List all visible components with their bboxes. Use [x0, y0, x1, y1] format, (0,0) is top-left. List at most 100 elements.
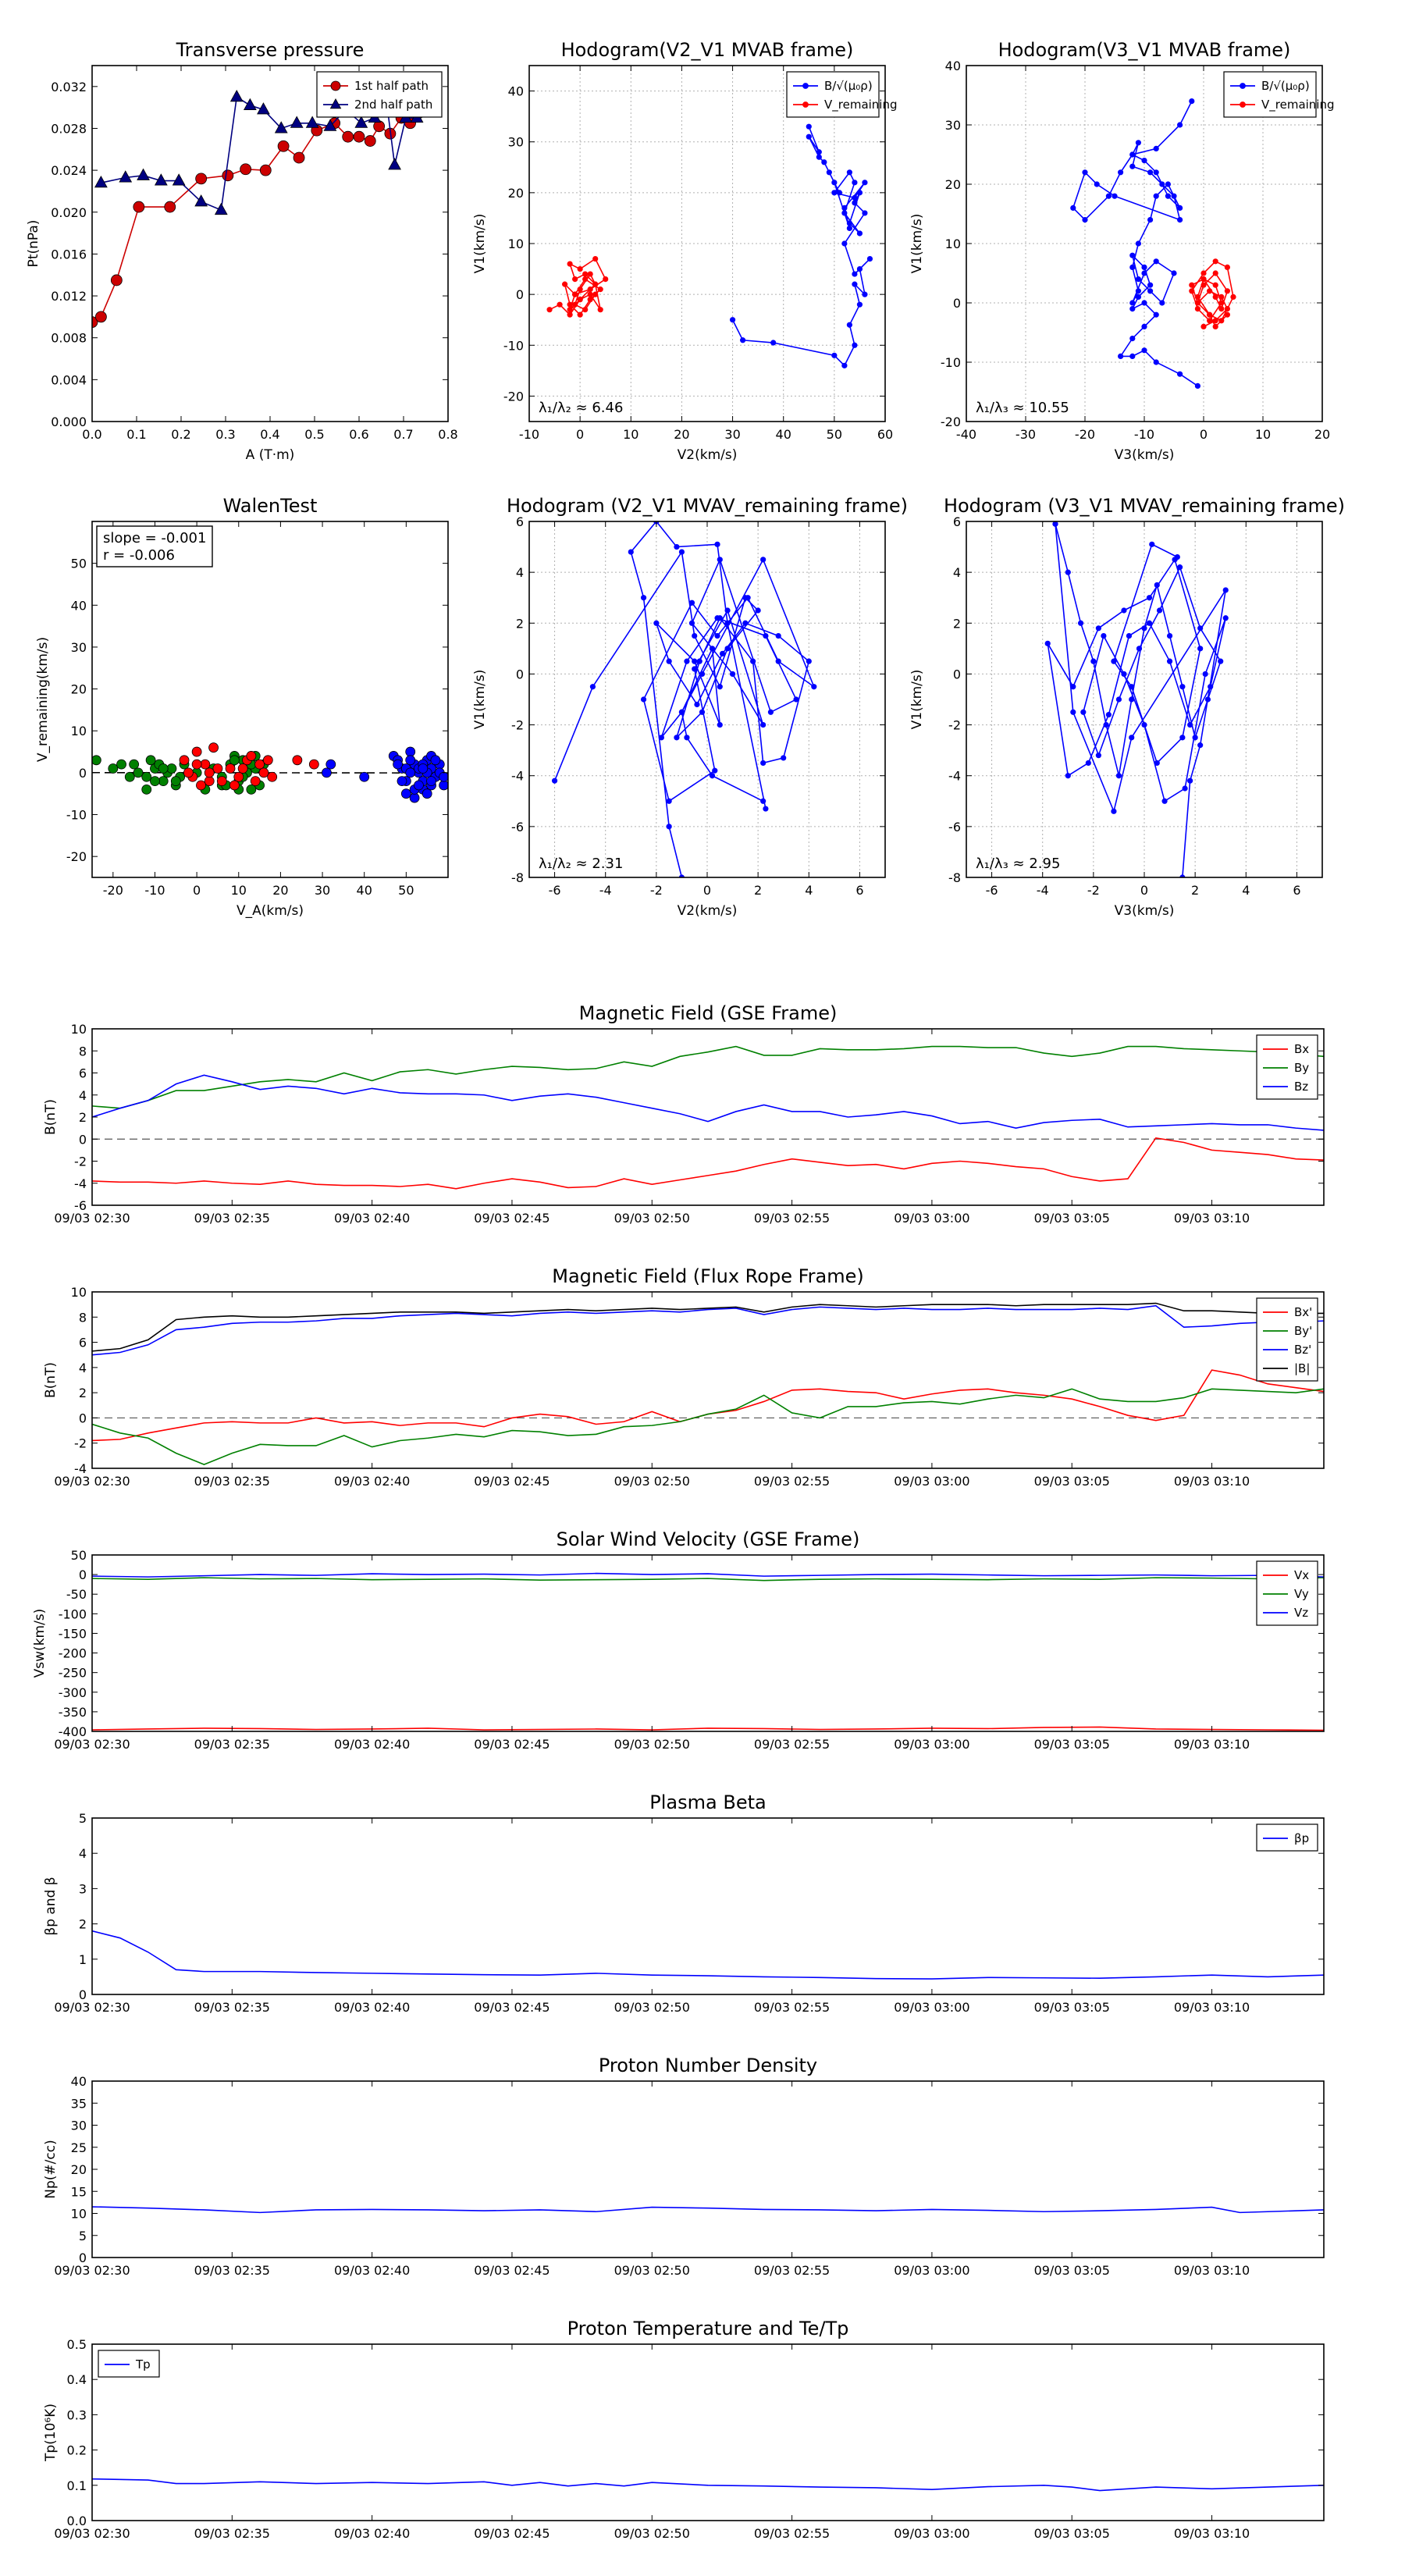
- data-point: [1118, 169, 1124, 176]
- x-axis-label: A (T·m): [246, 447, 295, 463]
- data-point: [1141, 158, 1147, 164]
- data-point: [305, 116, 319, 128]
- y-tick-label: 0.008: [51, 331, 87, 346]
- data-point: [755, 607, 761, 614]
- data-point: [1212, 270, 1218, 276]
- legend-label: B/√(μ₀ρ): [824, 79, 873, 93]
- x-tick-label: 09/03 03:00: [894, 1211, 969, 1226]
- x-tick-label: 09/03 02:50: [614, 1474, 690, 1489]
- y-tick-label: 20: [71, 2162, 87, 2177]
- data-point: [841, 205, 848, 211]
- data-point: [342, 130, 354, 143]
- data-point: [767, 709, 774, 715]
- x-tick-label: 60: [877, 427, 893, 442]
- x-tick-label: 09/03 02:30: [54, 1211, 130, 1226]
- data-point: [1135, 140, 1142, 146]
- y-tick-label: -6: [948, 820, 961, 834]
- data-point: [1129, 163, 1136, 169]
- x-tick-label: 0.8: [438, 427, 457, 442]
- data-point: [1111, 658, 1117, 664]
- x-tick-label: 09/03 02:55: [754, 1474, 830, 1489]
- data-point: [1187, 721, 1193, 728]
- x-tick-label: -40: [956, 427, 976, 442]
- data-point: [709, 646, 716, 652]
- legend-marker: [1240, 83, 1246, 89]
- x-tick-label: 09/03 02:35: [194, 2526, 270, 2541]
- scatter-point: [262, 755, 273, 766]
- data-point: [856, 301, 863, 308]
- data-point: [724, 646, 731, 652]
- data-point: [577, 286, 583, 293]
- x-axis-label: V3(km/s): [1115, 447, 1175, 463]
- data-point: [1182, 785, 1188, 792]
- legend-label: Vy: [1294, 1587, 1309, 1601]
- data-point: [1141, 347, 1147, 354]
- y-tick-label: 2: [79, 1110, 87, 1125]
- data-point: [587, 297, 593, 303]
- x-tick-label: 2: [1191, 883, 1199, 898]
- data-point: [806, 123, 812, 130]
- x-tick-label: 20: [674, 427, 689, 442]
- scatter-point: [267, 771, 278, 782]
- data-point: [856, 190, 863, 196]
- x-axis-label: V_A(km/s): [237, 903, 304, 919]
- y-tick-label: -100: [59, 1606, 87, 1621]
- y-tick-label: -20: [503, 389, 524, 404]
- y-tick-label: 0: [79, 2250, 87, 2265]
- x-tick-label: 0: [1200, 427, 1208, 442]
- data-point: [688, 600, 695, 606]
- y-tick-label: -20: [941, 415, 961, 429]
- data-point: [1118, 353, 1124, 359]
- data-point: [1070, 709, 1076, 715]
- x-axis-label: V3(km/s): [1115, 903, 1175, 919]
- legend-label: Tp: [135, 2357, 151, 2371]
- x-tick-label: 0.7: [393, 427, 413, 442]
- data-point: [712, 767, 718, 774]
- legend-marker: [802, 83, 809, 89]
- y-tick-label: 4: [79, 1088, 87, 1103]
- y-tick-label: 15: [71, 2184, 87, 2199]
- series-line-1: [1055, 524, 1227, 877]
- data-point: [699, 671, 706, 678]
- scatter-point: [204, 776, 215, 787]
- scatter-point: [325, 759, 336, 770]
- data-point: [1230, 294, 1236, 300]
- data-point: [821, 159, 827, 165]
- scatter-point: [439, 780, 448, 791]
- data-point: [1129, 252, 1136, 258]
- data-point: [717, 721, 723, 728]
- data-point: [1135, 288, 1142, 294]
- data-point: [592, 255, 599, 262]
- data-point: [1090, 658, 1097, 664]
- x-tick-label: 0.3: [215, 427, 235, 442]
- data-point: [1212, 318, 1218, 324]
- y-tick-label: 0.1: [67, 2478, 87, 2493]
- scatter-point: [258, 767, 269, 778]
- data-point: [1147, 282, 1154, 288]
- chart-title: Hodogram(V3_V1 MVAB frame): [998, 39, 1291, 61]
- legend-label: |B|: [1294, 1361, 1310, 1375]
- axes-frame: [91, 1291, 1325, 1469]
- data-point: [597, 307, 603, 313]
- legend: B/√(μ₀ρ) V_remaining: [1223, 71, 1335, 118]
- x-tick-label: -20: [103, 883, 123, 898]
- y-tick-label: 0.3: [67, 2407, 87, 2422]
- data-point: [1177, 216, 1183, 223]
- series-line-1: [101, 95, 425, 212]
- data-point: [760, 557, 767, 563]
- data-point: [1103, 721, 1109, 728]
- data-point: [862, 291, 868, 297]
- x-tick-label: 09/03 02:55: [754, 1211, 830, 1226]
- data-point: [1166, 658, 1173, 664]
- y-axis-label: Tp(10⁶K): [43, 2403, 59, 2462]
- data-point: [793, 696, 799, 703]
- data-point: [119, 170, 133, 183]
- y-tick-label: 0: [79, 1987, 87, 2002]
- x-tick-label: 09/03 03:05: [1034, 1737, 1110, 1752]
- scatter-point: [158, 763, 169, 774]
- legend: 1st half path 2nd half path: [316, 71, 443, 118]
- data-point: [1129, 735, 1135, 741]
- scatter-point: [225, 763, 236, 774]
- scatter-point: [150, 776, 160, 787]
